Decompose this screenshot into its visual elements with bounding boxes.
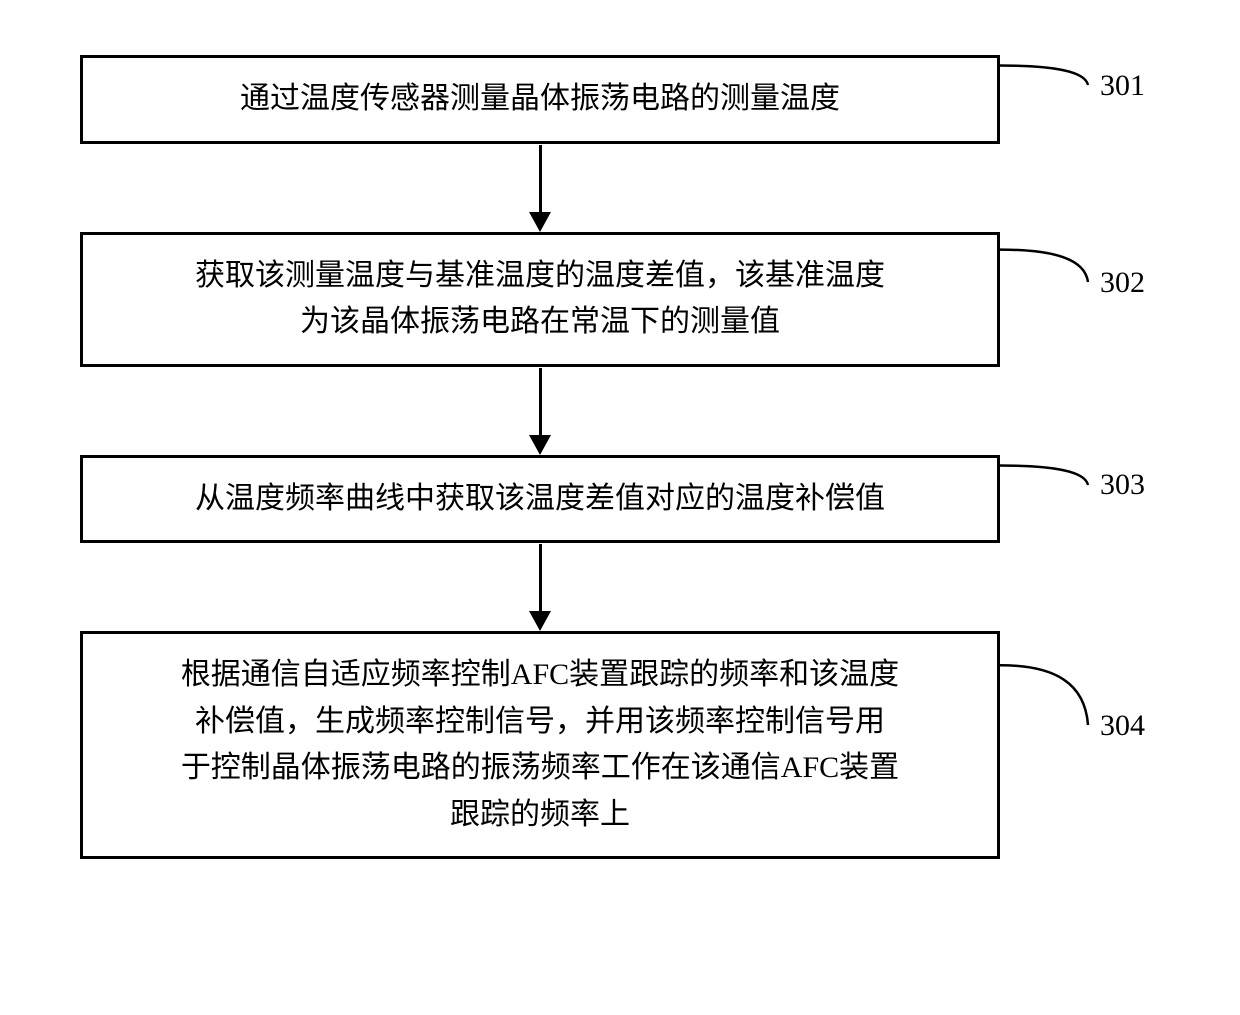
- step-row: 根据通信自适应频率控制AFC装置跟踪的频率和该温度补偿值，生成频率控制信号，并用…: [80, 631, 1160, 859]
- step-row: 获取该测量温度与基准温度的温度差值，该基准温度为该晶体振荡电路在常温下的测量值 …: [80, 232, 1160, 367]
- arrowhead-icon: [529, 611, 551, 631]
- step-box-301: 通过温度传感器测量晶体振荡电路的测量温度: [80, 55, 1000, 144]
- step-box-303: 从温度频率曲线中获取该温度差值对应的温度补偿值: [80, 455, 1000, 544]
- flow-arrow: [80, 144, 1000, 232]
- label-leader: 304: [1000, 640, 1100, 850]
- step-label: 304: [1100, 709, 1145, 743]
- flow-arrow: [80, 367, 1000, 455]
- step-row: 从温度频率曲线中获取该温度差值对应的温度补偿值 303: [80, 455, 1160, 544]
- step-box-302: 获取该测量温度与基准温度的温度差值，该基准温度为该晶体振荡电路在常温下的测量值: [80, 232, 1000, 367]
- step-row: 通过温度传感器测量晶体振荡电路的测量温度 301: [80, 55, 1160, 144]
- step-text: 从温度频率曲线中获取该温度差值对应的温度补偿值: [195, 476, 885, 523]
- step-box-304: 根据通信自适应频率控制AFC装置跟踪的频率和该温度补偿值，生成频率控制信号，并用…: [80, 631, 1000, 859]
- label-leader: 301: [1000, 55, 1100, 143]
- step-label: 302: [1100, 266, 1145, 300]
- step-text: 通过温度传感器测量晶体振荡电路的测量温度: [240, 76, 840, 123]
- step-text: 根据通信自适应频率控制AFC装置跟踪的频率和该温度补偿值，生成频率控制信号，并用…: [181, 652, 899, 838]
- step-label: 303: [1100, 468, 1145, 502]
- arrowhead-icon: [529, 435, 551, 455]
- label-leader: 303: [1000, 455, 1100, 543]
- flow-arrow: [80, 543, 1000, 631]
- label-leader: 302: [1000, 234, 1100, 364]
- step-text: 获取该测量温度与基准温度的温度差值，该基准温度为该晶体振荡电路在常温下的测量值: [195, 253, 885, 346]
- arrowhead-icon: [529, 212, 551, 232]
- step-label: 301: [1100, 69, 1145, 103]
- flowchart-container: 通过温度传感器测量晶体振荡电路的测量温度 301 获取该测量温度与基准温度的温度…: [80, 55, 1160, 859]
